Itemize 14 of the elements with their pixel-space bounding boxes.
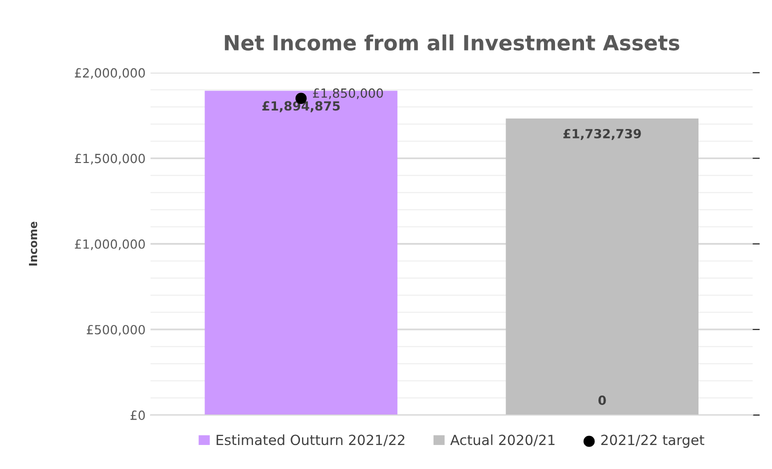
y-tick-label: £0	[130, 410, 145, 420]
legend-label: Estimated Outturn 2021/22	[216, 434, 404, 446]
legend-label: Actual 2020/21	[450, 434, 555, 446]
legend-label: 2021/22 target	[601, 434, 704, 448]
annotation: 0	[598, 396, 606, 405]
chart-title: Net Income from all Investment Assets	[224, 34, 680, 51]
data-label: £1,732,739	[563, 128, 641, 140]
data-label: £1,894,875	[262, 101, 340, 112]
data-label: £1,850,000	[312, 88, 383, 100]
y-tick-label: £1,500,000	[74, 154, 145, 164]
y-tick-label: £1,000,000	[74, 239, 145, 250]
y-tick-label: £500,000	[86, 324, 145, 336]
y-tick-label: £2,000,000	[74, 68, 145, 79]
y-axis-title: Income	[28, 222, 38, 266]
